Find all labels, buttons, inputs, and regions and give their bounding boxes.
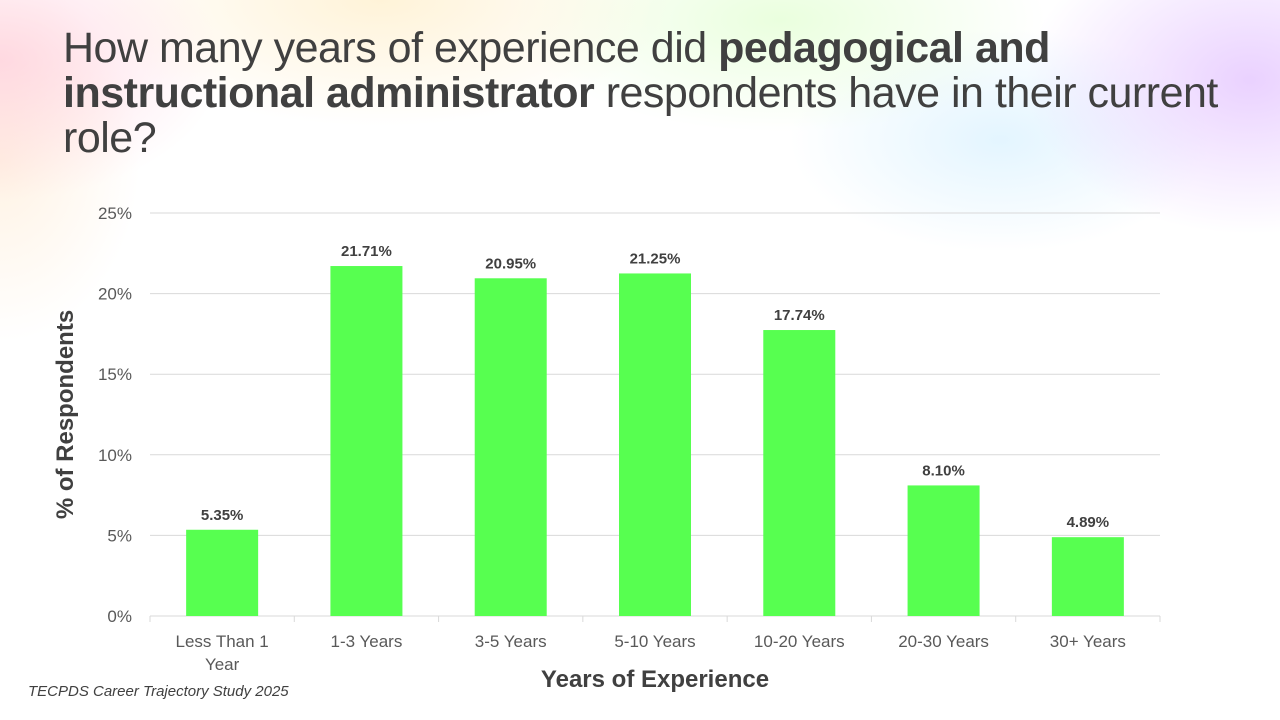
y-axis-title: % of Respondents (52, 310, 79, 519)
x-axis-title: Years of Experience (541, 666, 769, 693)
y-tick-label: 10% (98, 446, 132, 465)
page-title: How many years of experience did pedagog… (63, 26, 1223, 161)
bar (763, 330, 836, 616)
y-tick-label: 25% (98, 204, 132, 223)
bar (619, 273, 691, 616)
x-tick-label: 10-20 Years (754, 632, 845, 651)
title-text: How many years of experience did (63, 24, 719, 72)
data-label: 4.89% (1067, 514, 1110, 531)
bar (907, 485, 980, 616)
x-tick-label: 5-10 Years (614, 632, 695, 651)
y-tick-label: 5% (107, 526, 132, 545)
y-tick-label: 20% (98, 285, 132, 304)
x-tick-label: 30+ Years (1050, 632, 1126, 651)
bar (474, 278, 547, 616)
title-text-end: respondents have in their current role? (63, 69, 1218, 162)
data-label: 20.95% (485, 255, 536, 272)
bar (186, 529, 259, 616)
data-label: 17.74% (774, 307, 825, 324)
bar (330, 266, 403, 616)
y-tick-label: 15% (98, 365, 132, 384)
y-tick-label: 0% (107, 607, 132, 626)
source-note: TECPDS Career Trajectory Study 2025 (28, 683, 289, 700)
data-label: 8.10% (922, 462, 965, 479)
x-tick-label: Less Than 1 (176, 632, 269, 651)
data-label: 21.71% (341, 243, 392, 260)
title-bold-text: pedagogical and instructional administra… (63, 24, 1050, 117)
x-tick-label: 3-5 Years (475, 632, 547, 651)
data-label: 21.25% (630, 250, 681, 267)
data-label: 5.35% (201, 507, 244, 524)
x-tick-label: 1-3 Years (331, 632, 403, 651)
bar (1051, 537, 1124, 616)
x-tick-label: 20-30 Years (898, 632, 989, 651)
x-tick-label: Year (205, 655, 240, 674)
